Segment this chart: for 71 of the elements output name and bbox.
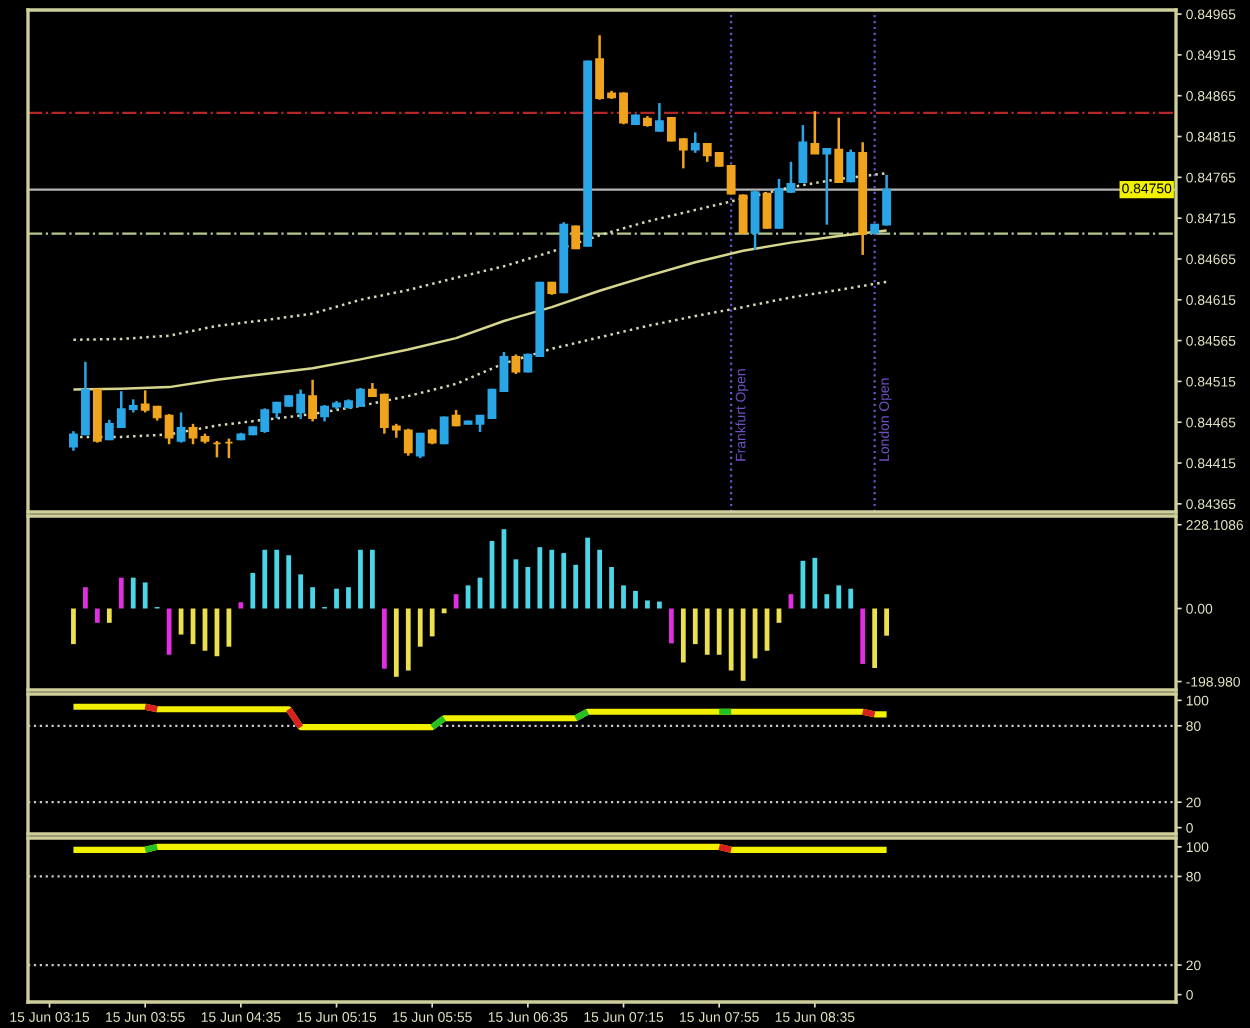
bar [537, 547, 543, 609]
bar [740, 608, 746, 681]
bar [692, 608, 698, 645]
candlestick [786, 160, 796, 195]
candlestick [762, 191, 772, 231]
candlestick [750, 189, 760, 252]
bar [668, 608, 674, 644]
candlestick [834, 116, 844, 185]
bar [130, 577, 136, 609]
bar [381, 608, 387, 669]
bar [298, 574, 304, 609]
bar [405, 608, 411, 671]
bar [573, 564, 579, 609]
bar [429, 608, 435, 637]
bar [812, 557, 818, 609]
bar [525, 567, 531, 609]
bar [884, 608, 889, 636]
candlestick [511, 353, 521, 376]
candlestick [846, 148, 856, 184]
bar [334, 588, 339, 609]
bar [118, 577, 124, 609]
bar [310, 587, 315, 609]
bar [71, 608, 76, 645]
bar [274, 549, 280, 609]
bar [872, 608, 878, 668]
bar [824, 594, 830, 609]
bar [238, 602, 244, 609]
candlestick [738, 193, 748, 235]
bar [142, 582, 148, 609]
bar [680, 608, 686, 663]
candlestick [810, 109, 820, 155]
candlestick [774, 177, 784, 231]
candlestick [822, 146, 832, 226]
bar [286, 555, 292, 609]
bar [561, 553, 567, 609]
bar [860, 608, 866, 664]
bar [621, 585, 626, 609]
bar [728, 608, 734, 671]
bar [166, 608, 172, 655]
bar [657, 601, 662, 609]
candlestick [487, 387, 497, 421]
bar [358, 549, 363, 609]
bar [393, 608, 399, 677]
bar [597, 549, 602, 609]
candlestick [188, 422, 198, 446]
bar [609, 567, 614, 609]
bar [417, 608, 423, 647]
bar [94, 608, 100, 623]
candlestick [654, 101, 664, 133]
bar [370, 549, 375, 609]
bar [549, 549, 555, 609]
bar [716, 608, 722, 655]
candlestick [499, 350, 509, 394]
bar [848, 588, 854, 609]
candlestick [690, 131, 700, 155]
candlestick [798, 123, 808, 185]
bar [346, 587, 351, 609]
candlestick [176, 411, 186, 444]
candlestick [308, 378, 318, 423]
bar [83, 587, 88, 609]
bar [704, 608, 710, 655]
bar [262, 549, 268, 609]
bar [250, 572, 256, 609]
candlestick [439, 415, 449, 446]
candlestick [403, 427, 413, 457]
bar [106, 608, 112, 623]
candlestick [415, 431, 425, 460]
bar [585, 537, 591, 609]
bar [836, 585, 842, 609]
bar [645, 600, 650, 609]
bar [633, 590, 638, 609]
